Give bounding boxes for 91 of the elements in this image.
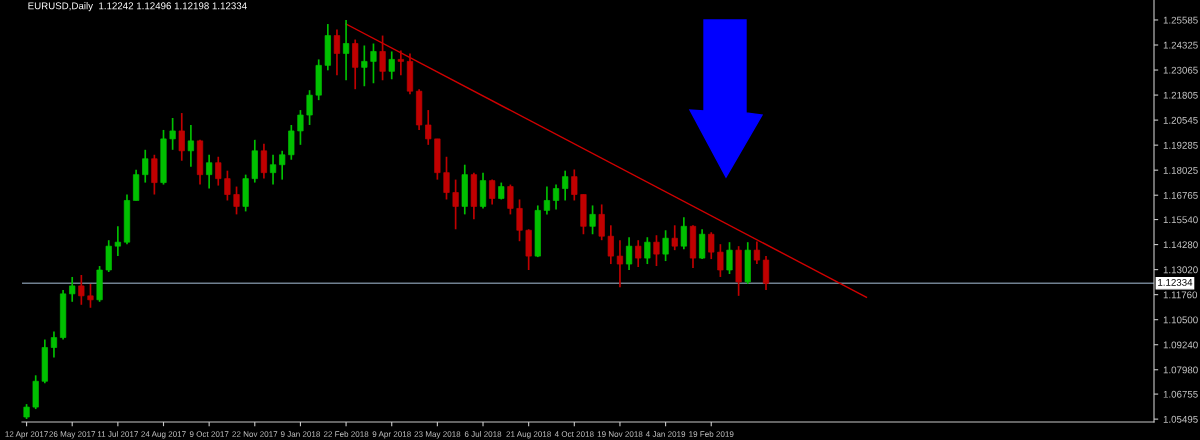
x-tick-label: 23 May 2018 — [414, 431, 461, 439]
x-tick-label: 19 Nov 2018 — [597, 431, 643, 437]
y-tick-label: 1.25585 — [1163, 16, 1198, 24]
candlestick — [297, 109, 304, 146]
candlestick — [507, 183, 514, 216]
y-tick-label: 1.14280 — [1163, 241, 1198, 249]
y-tick-label: 1.21805 — [1163, 91, 1198, 99]
x-tick-label: 24 Aug 2017 — [141, 431, 186, 439]
x-tick-label: 9 Jan 2018 — [280, 431, 321, 437]
candlestick — [717, 243, 724, 278]
candlestick — [187, 124, 194, 168]
candlestick — [105, 239, 112, 273]
candlestick — [151, 153, 158, 196]
candlestick — [260, 143, 268, 180]
y-tick-label: 1.16765 — [1163, 191, 1198, 199]
candlestick — [753, 240, 760, 265]
candlestick — [516, 198, 523, 243]
candlestick — [489, 178, 496, 206]
y-tick-label: 1.07980 — [1163, 366, 1198, 374]
x-tick-label: 11 Jul 2017 — [97, 431, 138, 437]
y-tick-label: 1.06755 — [1163, 390, 1198, 398]
x-tick-label: 4 Jan 2019 — [645, 431, 686, 437]
candlestick — [342, 19, 350, 82]
x-tick-label: 9 Oct 2017 — [189, 431, 229, 437]
chart-title: EURUSD,Daily 1.12242 1.12496 1.12198 1.12334 — [28, 2, 247, 12]
candlestick — [598, 203, 605, 242]
y-tick-label: 1.05495 — [1163, 415, 1198, 423]
candlestick — [50, 330, 58, 359]
candlestick — [142, 148, 149, 184]
candlestick — [671, 224, 678, 251]
candlestick — [178, 112, 185, 162]
candlestick — [607, 224, 614, 265]
candlestick — [279, 149, 286, 181]
candlestick — [552, 183, 560, 211]
y-tick-label: 1.11760 — [1163, 291, 1198, 299]
candlestick — [443, 155, 450, 201]
candlestick — [269, 153, 277, 186]
candlestick — [379, 34, 386, 82]
candlestick — [680, 216, 687, 250]
candlestick — [215, 155, 222, 187]
candlestick — [708, 231, 715, 260]
y-tick-label: 1.10500 — [1163, 316, 1198, 324]
ref-line-label: 1.12334 — [1158, 278, 1193, 286]
candlestick — [699, 228, 706, 260]
candlestick — [352, 38, 359, 91]
candlestick — [206, 153, 213, 190]
candlestick — [571, 168, 578, 202]
x-tick-label: 6 Jul 2018 — [464, 431, 502, 437]
candlestick — [69, 276, 76, 303]
candlestick — [361, 44, 368, 88]
candlestick — [635, 239, 642, 268]
x-tick-label: 19 Feb 2019 — [689, 431, 734, 437]
y-tick-label: 1.09240 — [1163, 341, 1198, 349]
candlestick — [616, 239, 624, 289]
y-tick-label: 1.19285 — [1163, 141, 1198, 149]
candlestick — [762, 255, 770, 291]
candlestick — [78, 274, 85, 306]
y-tick-label: 1.18025 — [1163, 166, 1198, 174]
candlestick — [306, 89, 313, 126]
candlestick — [370, 42, 377, 85]
candlestick — [114, 225, 121, 257]
candlestick — [726, 241, 733, 275]
candlestick — [87, 283, 94, 309]
candlestick — [653, 234, 660, 267]
candlestick — [224, 169, 231, 202]
candlestick — [543, 185, 551, 216]
candlestick — [288, 124, 295, 161]
candlestick — [662, 229, 669, 262]
x-tick-label: 12 Apr 2017 — [5, 431, 48, 439]
y-tick-label: 1.13020 — [1163, 266, 1198, 274]
x-tick-label: 26 May 2017 — [49, 431, 96, 439]
candlestick — [425, 109, 432, 146]
candlestick — [333, 28, 341, 77]
candlestick — [452, 178, 459, 231]
x-tick-label: 22 Nov 2017 — [232, 431, 278, 437]
y-tick-label: 1.24325 — [1163, 41, 1198, 49]
x-tick-label: 22 Feb 2018 — [323, 431, 369, 437]
candlestick — [233, 185, 240, 216]
y-tick-label: 1.20545 — [1163, 116, 1198, 124]
x-tick-label: 4 Oct 2018 — [554, 431, 594, 437]
y-tick-label: 1.15540 — [1163, 216, 1198, 224]
y-tick-label: 1.23065 — [1163, 66, 1198, 74]
candlestick — [644, 236, 651, 265]
candlestick — [589, 204, 596, 236]
x-tick-label: 21 Aug 2018 — [506, 431, 551, 439]
candlestick — [169, 117, 176, 151]
candlestick — [388, 50, 395, 81]
candlestick — [562, 169, 569, 202]
x-tick-label: 9 Apr 2018 — [372, 431, 411, 439]
candlestick — [625, 236, 633, 271]
candlestick — [397, 49, 404, 77]
